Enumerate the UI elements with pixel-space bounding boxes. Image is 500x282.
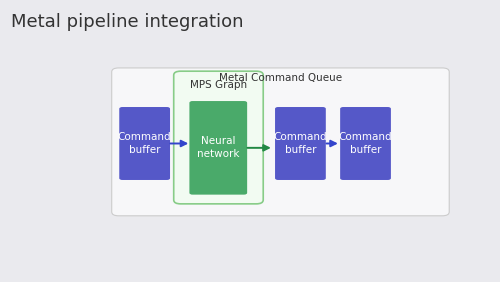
Text: Neural
network: Neural network bbox=[197, 136, 240, 159]
Text: Metal pipeline integration: Metal pipeline integration bbox=[11, 13, 243, 31]
Text: Command
buffer: Command buffer bbox=[338, 132, 392, 155]
Text: MPS Graph: MPS Graph bbox=[190, 80, 247, 90]
FancyBboxPatch shape bbox=[120, 107, 170, 180]
Text: Command
buffer: Command buffer bbox=[118, 132, 172, 155]
FancyBboxPatch shape bbox=[340, 107, 391, 180]
FancyBboxPatch shape bbox=[275, 107, 326, 180]
Text: Metal Command Queue: Metal Command Queue bbox=[218, 73, 342, 83]
FancyBboxPatch shape bbox=[112, 68, 449, 216]
FancyBboxPatch shape bbox=[190, 101, 247, 195]
FancyBboxPatch shape bbox=[174, 71, 263, 204]
Text: Command
buffer: Command buffer bbox=[274, 132, 327, 155]
